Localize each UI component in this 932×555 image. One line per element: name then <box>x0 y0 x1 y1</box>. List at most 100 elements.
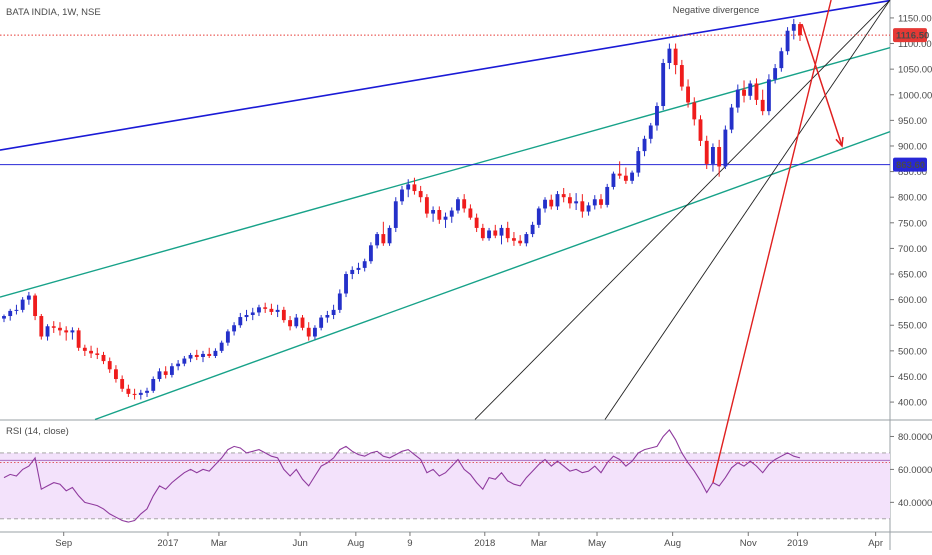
candle <box>393 197 398 233</box>
candle <box>773 64 778 84</box>
candle-body <box>592 199 597 206</box>
candle <box>605 183 610 208</box>
candle-body <box>58 327 62 331</box>
candle-body <box>344 274 348 294</box>
candle <box>611 171 616 190</box>
candle <box>319 315 324 331</box>
candle-body <box>269 308 274 312</box>
candle <box>275 304 280 318</box>
candle-body <box>151 379 156 391</box>
rsi-tick-label: 80.0000 <box>898 432 932 443</box>
price-tick-label: 400.00 <box>898 398 927 409</box>
candle-body <box>306 327 311 337</box>
price-tick-label: 500.00 <box>898 346 927 357</box>
candle <box>120 375 125 392</box>
candle-body <box>114 369 118 380</box>
candle <box>679 59 684 91</box>
candle-body <box>313 327 317 337</box>
candle-body <box>630 172 635 181</box>
price-tick-label: 450.00 <box>898 372 927 383</box>
candle-body <box>2 316 6 319</box>
candle <box>636 147 641 177</box>
candle-body <box>325 315 330 318</box>
rsi-tick-label: 60.0000 <box>898 465 932 476</box>
candle-body <box>655 106 659 126</box>
candle-body <box>20 299 25 310</box>
candle-body <box>686 86 690 103</box>
price-tick-label: 650.00 <box>898 270 927 281</box>
candle <box>207 347 212 359</box>
candle <box>306 322 311 341</box>
time-tick-label: Apr <box>868 538 883 549</box>
candle-body <box>406 184 411 190</box>
rsi-title: RSI (14, close) <box>6 426 69 437</box>
price-tick-label: 600.00 <box>898 295 927 306</box>
candle-body <box>636 151 641 173</box>
candle-body <box>667 48 672 63</box>
candle-body <box>493 230 498 236</box>
projection-arrowhead <box>835 136 844 148</box>
rsi-divergence-line <box>712 0 832 483</box>
candle <box>574 193 579 210</box>
candle <box>182 355 187 367</box>
candle-body <box>735 89 740 108</box>
price-tick-label: 1150.00 <box>898 13 932 24</box>
time-tick-label: Jun <box>292 538 307 549</box>
time-tick-label: Nov <box>740 538 757 549</box>
last-price-badge-box <box>893 28 927 43</box>
channel-lower-line <box>94 130 891 421</box>
price-tick-label: 900.00 <box>898 141 927 152</box>
candle-body <box>561 194 566 198</box>
candle <box>176 360 181 371</box>
candle <box>698 115 703 146</box>
candle <box>592 195 597 210</box>
candle <box>169 363 174 378</box>
candle-body <box>400 189 404 202</box>
candle-body <box>219 342 224 351</box>
candle-body <box>238 317 243 326</box>
candle-body <box>362 261 367 268</box>
candle-body <box>611 173 616 187</box>
candle-body <box>26 295 31 300</box>
candle <box>499 224 504 245</box>
candle <box>437 206 442 224</box>
candle <box>213 348 218 359</box>
time-tick-label: May <box>588 538 606 549</box>
candle <box>623 167 628 184</box>
candle <box>219 340 224 353</box>
candle-body <box>512 238 516 241</box>
candle <box>555 191 560 210</box>
candle <box>331 304 336 320</box>
level-price-badge: 863.60 <box>893 157 927 172</box>
candle <box>673 43 678 75</box>
candle <box>443 212 448 228</box>
candle-body <box>748 83 753 96</box>
price-tick-label: 1000.00 <box>898 90 932 101</box>
candle <box>524 232 529 247</box>
candle-body <box>201 353 205 357</box>
candle-body <box>623 175 628 181</box>
candle-body <box>711 147 715 164</box>
candle-body <box>39 316 44 337</box>
candle-body <box>331 309 336 315</box>
candle-body <box>742 89 746 96</box>
candle <box>14 304 19 315</box>
time-tick-label: 2017 <box>157 538 178 549</box>
candle <box>45 324 50 341</box>
candle <box>188 352 193 363</box>
candle-body <box>791 24 796 31</box>
candle <box>456 197 460 214</box>
candle <box>70 327 75 340</box>
candle-body <box>288 320 292 327</box>
candle-body <box>64 330 69 333</box>
candle <box>232 322 237 336</box>
candle-body <box>692 102 697 120</box>
candle <box>667 43 672 70</box>
candle-body <box>518 240 523 244</box>
candle-body <box>754 83 759 100</box>
candle-body <box>45 326 50 337</box>
candle <box>101 351 106 365</box>
candle-body <box>250 312 255 315</box>
candle-body <box>375 234 380 246</box>
candle <box>704 135 709 170</box>
